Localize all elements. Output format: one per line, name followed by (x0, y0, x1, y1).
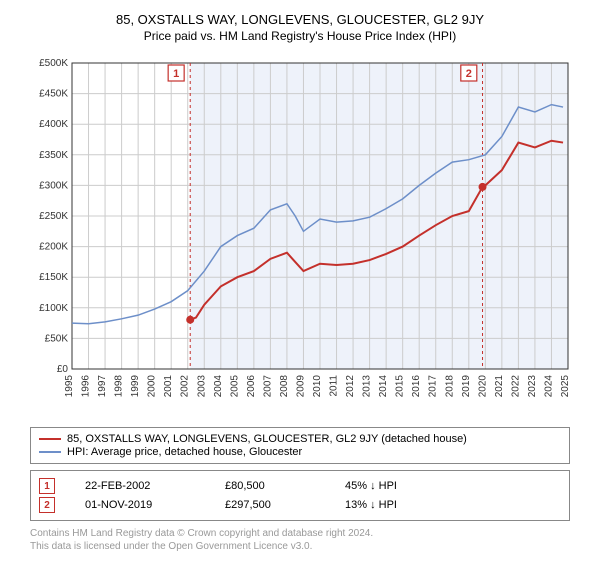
marker-delta: 13% ↓ HPI (345, 499, 397, 511)
svg-text:2017: 2017 (428, 375, 439, 398)
svg-text:2000: 2000 (147, 375, 158, 398)
svg-text:2001: 2001 (163, 375, 174, 398)
legend: 85, OXSTALLS WAY, LONGLEVENS, GLOUCESTER… (30, 427, 570, 464)
marker-badge: 1 (39, 478, 55, 494)
legend-item: HPI: Average price, detached house, Glou… (39, 446, 561, 458)
marker-price: £297,500 (225, 499, 315, 511)
svg-text:2008: 2008 (279, 375, 290, 398)
chart-container: 85, OXSTALLS WAY, LONGLEVENS, GLOUCESTER… (0, 0, 600, 561)
marker-badge: 2 (39, 497, 55, 513)
marker-date: 01-NOV-2019 (85, 499, 195, 511)
svg-text:2010: 2010 (312, 375, 323, 398)
svg-text:£150K: £150K (39, 272, 68, 283)
svg-text:2003: 2003 (196, 375, 207, 398)
marker-row: 2 01-NOV-2019 £297,500 13% ↓ HPI (39, 497, 561, 513)
svg-text:2021: 2021 (494, 375, 505, 398)
svg-text:2: 2 (466, 68, 472, 80)
svg-text:£300K: £300K (39, 180, 68, 191)
svg-text:2007: 2007 (262, 375, 273, 398)
svg-text:2024: 2024 (543, 375, 554, 398)
marker-delta: 45% ↓ HPI (345, 480, 397, 492)
svg-text:2011: 2011 (329, 375, 340, 397)
svg-text:2022: 2022 (510, 375, 521, 398)
svg-text:£500K: £500K (39, 58, 68, 69)
legend-swatch (39, 451, 61, 453)
line-chart: £0 £50K £100K £150K £200K £250K £300K £350K £400… (30, 49, 570, 419)
svg-text:1999: 1999 (130, 375, 141, 398)
svg-text:2006: 2006 (246, 375, 257, 398)
footer-line: This data is licensed under the Open Gov… (30, 540, 570, 553)
svg-text:2018: 2018 (444, 375, 455, 398)
marker-table: 1 22-FEB-2002 £80,500 45% ↓ HPI 2 01-NOV… (30, 470, 570, 521)
svg-text:£250K: £250K (39, 211, 68, 222)
svg-text:£50K: £50K (45, 333, 69, 344)
svg-text:2016: 2016 (411, 375, 422, 398)
svg-text:2005: 2005 (229, 375, 240, 398)
svg-text:2009: 2009 (295, 375, 306, 398)
legend-label: HPI: Average price, detached house, Glou… (67, 446, 302, 458)
svg-text:£450K: £450K (39, 89, 68, 100)
svg-text:£200K: £200K (39, 242, 68, 253)
svg-text:1996: 1996 (81, 375, 92, 398)
svg-text:1997: 1997 (97, 375, 108, 398)
legend-label: 85, OXSTALLS WAY, LONGLEVENS, GLOUCESTER… (67, 433, 467, 445)
chart-area: £0 £50K £100K £150K £200K £250K £300K £350K £400… (30, 49, 570, 419)
legend-swatch (39, 438, 61, 440)
marker-date: 22-FEB-2002 (85, 480, 195, 492)
svg-text:£100K: £100K (39, 303, 68, 314)
svg-text:2015: 2015 (395, 375, 406, 398)
svg-text:1995: 1995 (64, 375, 75, 398)
svg-text:2012: 2012 (345, 375, 356, 398)
svg-text:£400K: £400K (39, 119, 68, 130)
svg-text:2019: 2019 (461, 375, 472, 398)
svg-text:2020: 2020 (477, 375, 488, 398)
marker-row: 1 22-FEB-2002 £80,500 45% ↓ HPI (39, 478, 561, 494)
footer: Contains HM Land Registry data © Crown c… (30, 527, 570, 553)
legend-item: 85, OXSTALLS WAY, LONGLEVENS, GLOUCESTER… (39, 433, 561, 445)
svg-text:2023: 2023 (527, 375, 538, 398)
svg-text:2014: 2014 (378, 375, 389, 398)
svg-text:2013: 2013 (362, 375, 373, 398)
svg-text:2002: 2002 (180, 375, 191, 398)
svg-text:2025: 2025 (560, 375, 570, 398)
footer-line: Contains HM Land Registry data © Crown c… (30, 527, 570, 540)
page-subtitle: Price paid vs. HM Land Registry's House … (30, 29, 570, 43)
svg-text:2004: 2004 (213, 375, 224, 398)
svg-text:£350K: £350K (39, 150, 68, 161)
marker-price: £80,500 (225, 480, 315, 492)
svg-text:1998: 1998 (114, 375, 125, 398)
svg-text:£0: £0 (57, 364, 69, 375)
page-title: 85, OXSTALLS WAY, LONGLEVENS, GLOUCESTER… (30, 12, 570, 27)
svg-text:1: 1 (173, 68, 179, 80)
